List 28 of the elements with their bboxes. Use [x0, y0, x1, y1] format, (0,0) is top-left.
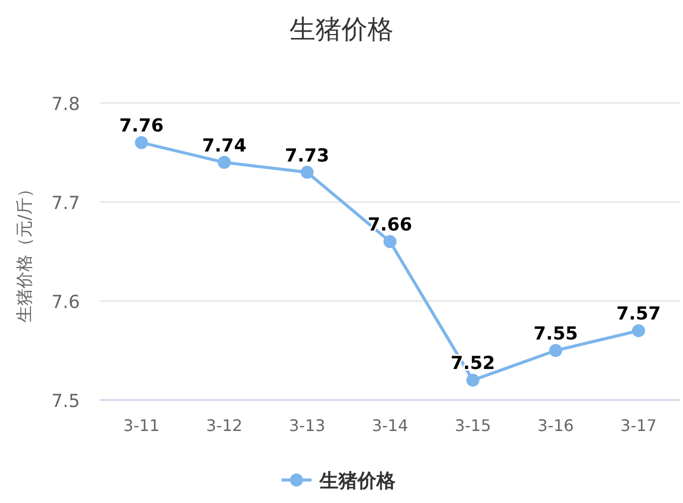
- legend-label: 生猪价格: [318, 470, 396, 492]
- chart-title: 生猪价格: [290, 15, 394, 45]
- data-label: 7.76: [119, 116, 164, 137]
- y-tick-label: 7.7: [51, 193, 80, 214]
- point: [466, 374, 480, 387]
- data-label: 7.55: [534, 324, 578, 344]
- point: [549, 344, 562, 357]
- x-tick-label: 3-13: [288, 416, 326, 435]
- data-label: 7.57: [616, 304, 661, 325]
- x-tick-label: 3-12: [206, 416, 242, 435]
- y-axis-title: 生猪价格（元/斤）: [15, 180, 35, 322]
- y-tick-label: 7.8: [51, 94, 80, 115]
- point: [218, 156, 231, 169]
- x-tick-label: 3-15: [454, 416, 492, 435]
- data-label: 7.66: [368, 214, 412, 236]
- x-tick-label: 3-14: [372, 416, 408, 435]
- point: [134, 136, 148, 150]
- point: [632, 324, 646, 338]
- y-tick-label: 7.6: [51, 292, 80, 313]
- x-tick-label: 3-11: [123, 416, 160, 435]
- point: [384, 235, 396, 248]
- point: [300, 166, 314, 179]
- x-tick-label: 3-17: [620, 416, 657, 435]
- data-label: 7.73: [284, 145, 330, 166]
- x-tick-label: 3-16: [538, 416, 574, 435]
- data-label: 7.74: [202, 135, 246, 156]
- data-label: 7.52: [450, 353, 496, 374]
- y-tick-label: 7.5: [51, 391, 80, 412]
